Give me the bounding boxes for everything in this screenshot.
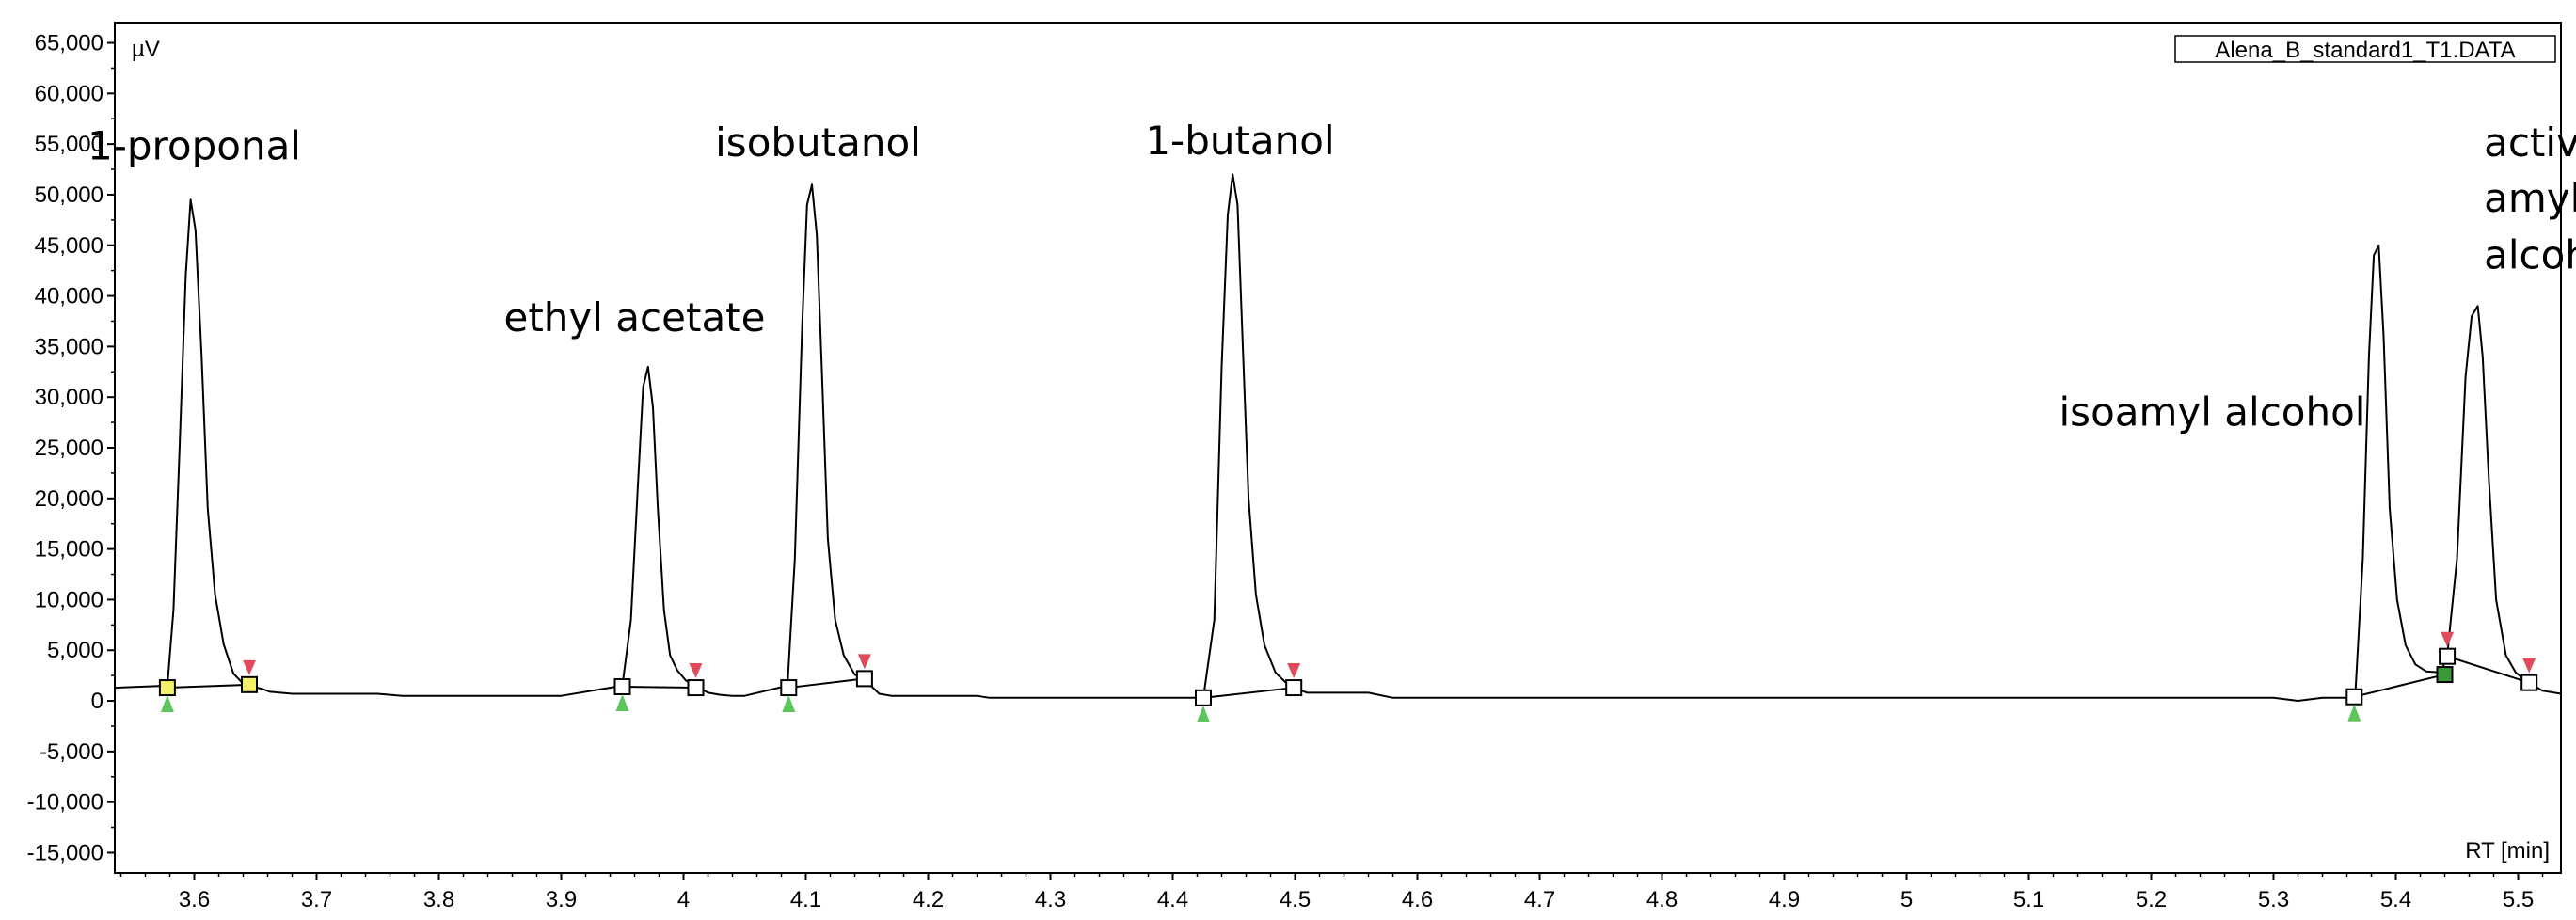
integration-baseline	[167, 683, 250, 690]
peak-end-marker	[2441, 631, 2455, 647]
boundary-box	[1285, 679, 1303, 697]
x-tick-label: 3.6	[179, 887, 210, 912]
peak-end-marker	[857, 654, 871, 670]
integration-baseline	[2354, 674, 2445, 698]
x-tick-label: 5.2	[2136, 887, 2167, 912]
x-tick-label: 4.9	[1769, 887, 1800, 912]
x-tick-label: 3.8	[423, 887, 454, 912]
peak-label: isoamyl alcohol	[2059, 389, 2366, 435]
peak-boundary-markers	[158, 631, 2538, 722]
chromatogram-trace	[114, 173, 2562, 702]
peak-end-marker	[243, 659, 256, 675]
x-tick-label: 4.8	[1646, 887, 1678, 912]
x-tick-label: 4.5	[1280, 887, 1311, 912]
peak-label: active	[2484, 119, 2576, 166]
y-tick-label: -10,000	[27, 790, 103, 816]
y-tick-label: 55,000	[35, 132, 103, 157]
y-tick-label: 5,000	[47, 638, 103, 663]
y-tick-label: 15,000	[35, 537, 103, 563]
boundary-box	[780, 679, 798, 697]
y-tick-label: 30,000	[35, 385, 103, 410]
peak-start-marker	[160, 695, 174, 713]
peak-labels: 1-proponal ethyl acetate isobutanol 1-butan…	[87, 118, 2576, 435]
peak-label: 1-proponal	[87, 122, 301, 168]
peak-label: isobutanol	[715, 119, 921, 166]
boundary-box	[2520, 674, 2538, 691]
x-axis-ticks: 3.6 3.7 3.8 3.9 4 4.1 4.2 4.3 4.4 4.5 4.6 4.7 4.8 4.9…	[119, 873, 2544, 912]
boundary-box	[613, 677, 631, 695]
x-tick-label: 4	[677, 887, 690, 912]
y-tick-label: 60,000	[35, 81, 103, 106]
x-tick-label: 4.4	[1157, 887, 1188, 912]
x-tick-label: 5.4	[2380, 887, 2411, 912]
boundary-box	[241, 675, 258, 693]
x-tick-label: 4.1	[790, 887, 821, 912]
x-tick-label: 3.9	[546, 887, 577, 912]
x-tick-label: 5.5	[2503, 887, 2534, 912]
peak-label: alcohol	[2484, 232, 2576, 278]
peak-end-marker	[1287, 663, 1301, 679]
x-tick-label: 4.2	[913, 887, 944, 912]
y-tick-label: 25,000	[35, 436, 103, 461]
y-tick-label: 35,000	[35, 334, 103, 359]
boundary-box	[1195, 689, 1212, 706]
x-tick-label: 3.7	[301, 887, 332, 912]
boundary-box	[2436, 666, 2454, 684]
peak-end-marker	[689, 663, 703, 679]
boundary-box	[855, 670, 873, 688]
y-tick-label: 20,000	[35, 486, 103, 512]
y-tick-label: -15,000	[27, 840, 103, 865]
y-axis-unit: µV	[132, 37, 160, 62]
y-tick-label: -5,000	[40, 739, 103, 765]
y-tick-label: 40,000	[35, 284, 103, 309]
peak-start-marker	[2347, 704, 2361, 722]
y-tick-label: 10,000	[35, 587, 103, 612]
boundary-box	[687, 679, 705, 697]
file-label: Alena_B_standard1_T1.DATA	[2215, 38, 2515, 63]
x-axis-label: RT [min]	[2465, 838, 2550, 864]
integration-baseline	[1202, 687, 1295, 699]
boundary-box	[2439, 647, 2457, 665]
signal-line	[114, 173, 2562, 702]
plot-frame	[114, 22, 2562, 874]
x-tick-label: 4.7	[1524, 887, 1555, 912]
y-axis-ticks: 65,000 60,000 55,000 50,000 45,000 40,000 35,0…	[27, 31, 115, 865]
integration-baselines	[167, 655, 2530, 699]
boundary-box	[158, 679, 176, 697]
peak-label: ethyl acetate	[504, 294, 766, 341]
x-tick-label: 4.3	[1035, 887, 1066, 912]
y-tick-label: 65,000	[35, 31, 103, 56]
peak-label: 1-butanol	[1145, 118, 1334, 164]
x-tick-label: 5.1	[2013, 887, 2044, 912]
x-tick-label: 5.3	[2258, 887, 2289, 912]
peak-end-marker	[2522, 658, 2536, 674]
y-tick-label: 0	[91, 689, 103, 714]
integration-baseline	[2446, 655, 2530, 684]
integration-baseline	[788, 677, 866, 690]
peak-label: amyl	[2484, 175, 2576, 221]
x-tick-label: 4.6	[1402, 887, 1433, 912]
file-label-box	[2174, 35, 2556, 63]
peak-start-marker	[782, 695, 796, 713]
boundary-box	[2345, 688, 2363, 706]
peak-start-marker	[615, 693, 629, 711]
y-tick-label: 50,000	[35, 182, 103, 208]
y-tick-label: 45,000	[35, 233, 103, 259]
peak-start-marker	[1197, 705, 1210, 722]
x-tick-label: 5	[1900, 887, 1913, 912]
integration-baseline	[622, 685, 696, 690]
